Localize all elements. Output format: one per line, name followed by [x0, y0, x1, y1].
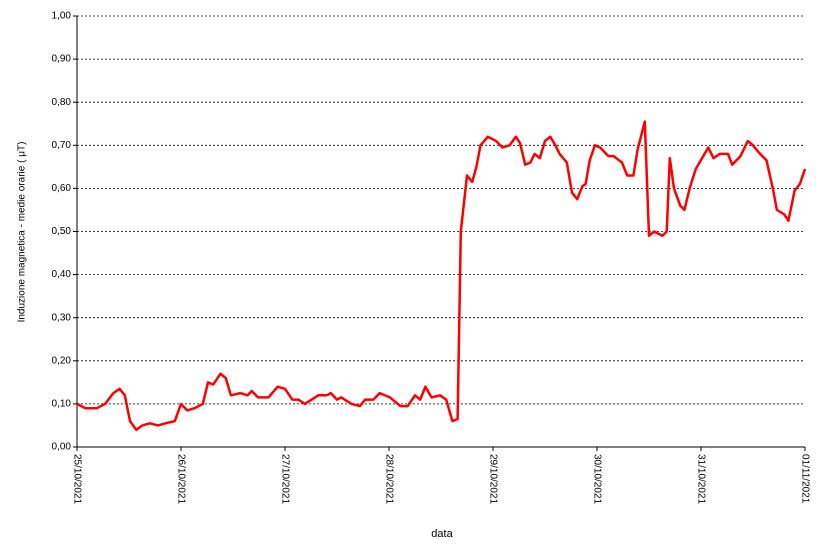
x-tick-label: 28/10/2021 [383, 454, 394, 504]
y-tick-label: 0,50 [52, 226, 72, 237]
y-tick-label: 0,40 [52, 269, 72, 280]
x-tick-label: 01/11/2021 [799, 454, 810, 504]
x-tick-label: 26/10/2021 [175, 454, 186, 504]
x-tick-label: 27/10/2021 [279, 454, 290, 504]
y-tick-label: 0,90 [52, 54, 72, 65]
x-tick-label: 31/10/2021 [695, 454, 706, 504]
x-tick-label: 29/10/2021 [487, 454, 498, 504]
y-tick-label: 0,60 [52, 183, 72, 194]
data-line [76, 120, 807, 432]
y-axis-label: Induzione magnetica - medie orarie ( μT) [17, 142, 28, 323]
y-tick-label: 0,20 [52, 355, 72, 366]
x-axis-label: data [431, 528, 453, 540]
y-tick-label: 0,10 [52, 399, 72, 410]
y-tick-label: 0,70 [52, 140, 72, 151]
y-tick-label: 1,00 [52, 11, 72, 22]
y-tick-label: 0,30 [52, 312, 72, 323]
x-tick-label: 30/10/2021 [591, 454, 602, 504]
x-tick-label: 25/10/2021 [71, 454, 82, 504]
y-tick-label: 0,80 [52, 97, 72, 108]
y-tick-label: 0,00 [52, 442, 72, 453]
